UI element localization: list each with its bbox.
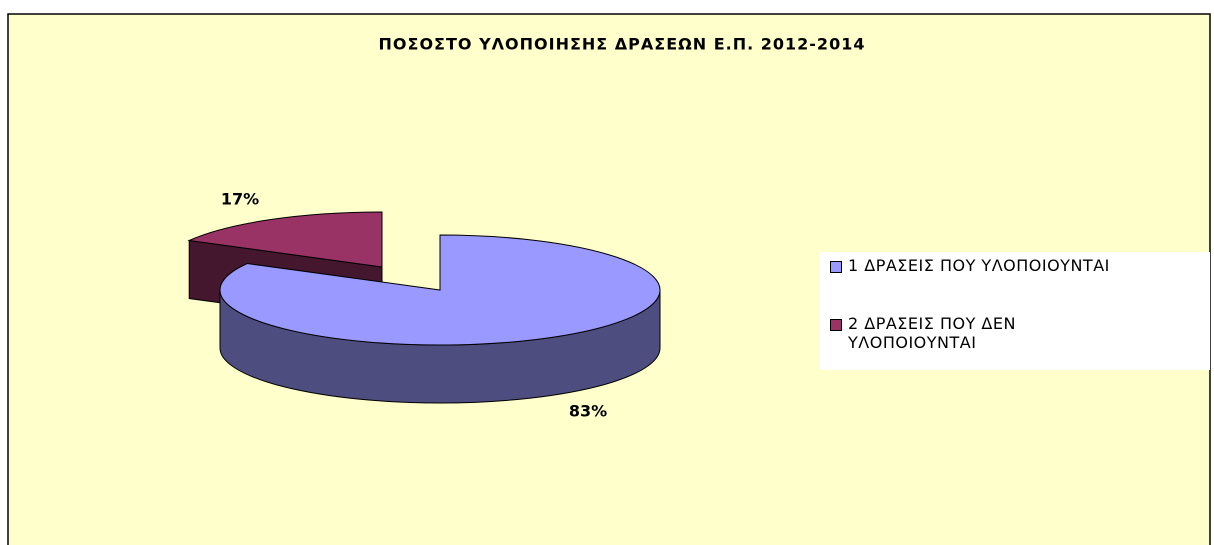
data-label: 17% bbox=[221, 190, 259, 209]
slice bbox=[219, 234, 661, 346]
legend-label: 1 ΔΡΑΣΕΙΣ ΠΟΥ ΥΛΟΠΟΙΟΥΝΤΑΙ bbox=[848, 256, 1110, 275]
legend: 1 ΔΡΑΣΕΙΣ ΠΟΥ ΥΛΟΠΟΙΟΥΝΤΑΙ 2 ΔΡΑΣΕΙΣ ΠΟΥ … bbox=[820, 252, 1210, 370]
data-label: 83% bbox=[569, 402, 607, 421]
chart-title: ΠΟΣΟΣΤΟ ΥΛΟΠΟΙΗΣΗΣ ΔΡΑΣΕΩΝ Ε.Π. 2012-201… bbox=[379, 35, 866, 54]
legend-swatch bbox=[830, 319, 842, 331]
slice bbox=[187, 211, 383, 268]
legend-item: 2 ΔΡΑΣΕΙΣ ΠΟΥ ΔΕΝ ΥΛΟΠΟΙΟΥΝΤΑΙ bbox=[830, 314, 1200, 352]
legend-swatch bbox=[830, 261, 842, 273]
legend-label: 2 ΔΡΑΣΕΙΣ ΠΟΥ ΔΕΝ ΥΛΟΠΟΙΟΥΝΤΑΙ bbox=[848, 314, 1016, 352]
legend-item: 1 ΔΡΑΣΕΙΣ ΠΟΥ ΥΛΟΠΟΙΟΥΝΤΑΙ bbox=[830, 256, 1200, 275]
